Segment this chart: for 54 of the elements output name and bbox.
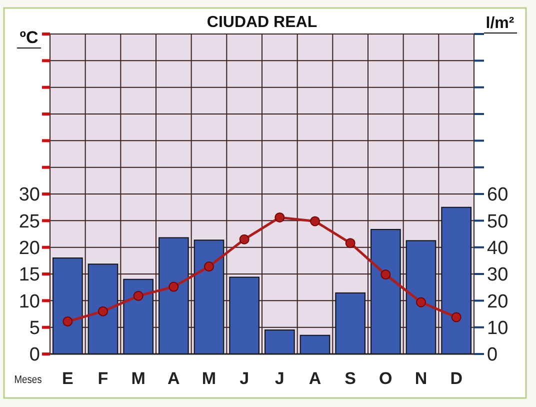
point	[168, 282, 179, 292]
y2-tick-label: 30	[487, 264, 508, 286]
x-tick-label: N	[414, 369, 428, 388]
x-tick-label: D	[450, 369, 462, 388]
point	[62, 316, 73, 326]
y-tick-label: 0	[29, 344, 40, 366]
bar	[88, 264, 118, 354]
bar	[406, 240, 436, 354]
y-tick-label: 25	[18, 211, 40, 232]
chart-title: CIUDAD REAL	[206, 14, 318, 31]
bar	[123, 278, 154, 354]
y-tick-label: 30	[18, 184, 40, 206]
x-tick-label: F	[98, 369, 108, 388]
x-tick-label: M	[202, 369, 216, 388]
bar	[300, 334, 330, 354]
y2-tick-label: 60	[487, 184, 508, 206]
point	[416, 297, 426, 308]
x-tick-label: A	[308, 369, 322, 388]
x-tick-label: O	[379, 369, 392, 388]
y2-tick-label: 40	[487, 238, 508, 259]
point	[98, 306, 108, 316]
bar	[52, 258, 83, 354]
y2-tick-label: 10	[487, 318, 508, 339]
y-tick-label: 15	[18, 264, 40, 286]
point	[133, 290, 144, 301]
y-tick-label: 20	[18, 238, 40, 259]
y2-tick-label: 20	[487, 291, 508, 312]
bar	[264, 330, 295, 354]
x-tick-label: J	[274, 369, 284, 388]
y-axis-title: ºC	[20, 28, 38, 47]
x-axis-title: Meses	[14, 374, 42, 386]
y-tick-label: 10	[18, 291, 40, 312]
bar	[370, 228, 401, 354]
point	[239, 234, 250, 244]
bar	[335, 292, 366, 354]
point	[345, 238, 356, 248]
point	[380, 270, 391, 280]
y2-tick-label: 50	[487, 211, 508, 232]
bar	[194, 240, 224, 354]
x-tick-label: M	[131, 369, 146, 388]
bar	[441, 206, 472, 354]
point	[451, 312, 462, 322]
bar	[158, 237, 189, 354]
x-tick-label: A	[168, 369, 180, 388]
point	[204, 262, 214, 272]
y2-axis-title: l/m²	[486, 15, 514, 32]
x-tick-label: S	[344, 369, 356, 388]
y-tick-label: 5	[29, 318, 40, 339]
x-tick-label: J	[240, 369, 250, 388]
x-tick-label: E	[62, 369, 74, 388]
point	[310, 216, 320, 226]
bar	[229, 276, 260, 354]
point	[274, 212, 285, 222]
y2-tick-label: 0	[487, 344, 498, 366]
